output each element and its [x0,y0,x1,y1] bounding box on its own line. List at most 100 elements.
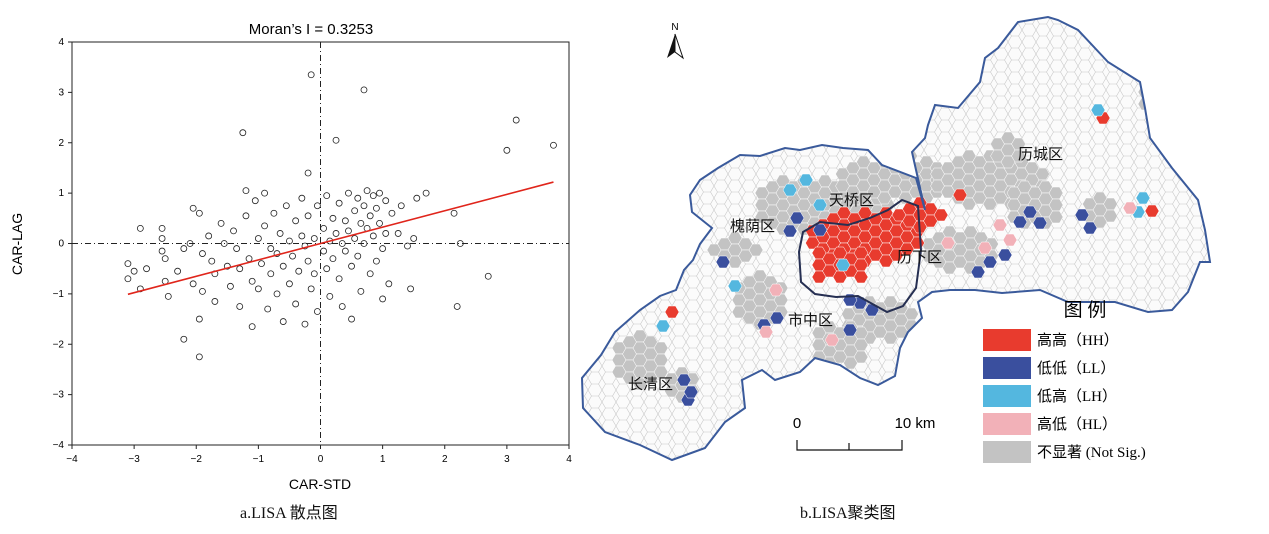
hh-cell [1144,204,1160,218]
ll-cell [1012,215,1028,229]
scatter-point [251,197,259,205]
scatter-point [320,224,328,232]
scatter-point [369,232,377,240]
hl-cell [977,241,993,255]
scatter-point [261,189,268,197]
scatter-point [332,136,340,144]
scatter-point [379,245,387,252]
legend-item-label: 高低（HL） [1037,416,1117,433]
scatter-point [329,255,337,263]
legend-title: 图 例 [1064,299,1107,321]
scatter-point [286,280,293,288]
not-sig-cell [882,137,897,151]
scatter-point [310,235,318,242]
scatter-point [310,270,318,278]
scatter-point [503,146,511,154]
scatter-point [233,245,241,252]
not-sig-cell [892,143,908,157]
scatter-point [208,257,216,265]
hl-cell [824,333,840,347]
hh-cell [952,188,968,202]
scatter-point [236,265,244,273]
chart-title: Moran’s I = 0.3253 [249,21,373,38]
ll-cell [1022,205,1038,219]
scatter-point [242,187,250,195]
scatter-point [484,272,492,280]
scatter-point [124,260,132,268]
not-sig-cell [1011,149,1026,163]
scatter-point [195,209,203,217]
hh-cell [664,305,680,319]
hl-cell [758,325,774,339]
y-tick-label: 0 [58,239,64,250]
scatter-point [164,292,172,300]
x-tick-label: 4 [566,454,572,465]
scatter-point [236,303,244,310]
scatter-point [422,189,430,197]
scatter-point [338,240,346,247]
scatter-point [298,194,306,202]
lh-cell [655,319,671,333]
legend-item-label: 不显著 (Not Sig.) [1037,444,1146,461]
scatter-point [276,230,284,237]
scatter-point [320,247,328,255]
scatter-point [273,290,281,298]
lisa-scatter-plot: Moran’s I = 0.3253 CAR-LAG CAR-STD −4 −3 −… [9,21,572,492]
scatter-point [394,230,402,237]
scale-start: 0 [793,415,801,432]
scatter-point [205,232,213,240]
scatter-point [258,260,265,268]
x-tick-label: −2 [191,454,203,465]
not-sig-cell [898,155,913,169]
scatter-point [180,335,188,343]
ll-cell [997,248,1013,262]
district-label-huaiyin: 槐荫区 [730,218,775,235]
x-tick-label: 3 [504,454,510,465]
north-label: N [671,22,678,33]
lh-cell [727,279,743,293]
caption-a: a.LISA 散点图 [240,505,338,522]
scatter-point [385,280,393,288]
scatter-point [195,353,203,361]
not-sig-cell [1048,210,1064,224]
lh-cell [1135,191,1151,205]
scatter-point [360,240,368,247]
scatter-point [373,204,380,212]
x-tick-label: 2 [442,454,448,465]
scatter-point [379,295,387,303]
scatter-point [189,204,197,212]
legend-item-label: 高高（HH） [1037,332,1119,349]
district-label-shizhong: 市中区 [788,312,833,329]
scatter-point [174,267,182,275]
ll-cell [683,385,699,399]
lh-cell [782,183,798,197]
district-label-tianqiao: 天桥区 [829,192,874,209]
scatter-point [199,250,206,257]
scatter-point [211,298,219,305]
y-tick-label: 1 [58,188,64,199]
x-tick-label: 1 [380,454,386,465]
hl-cell [992,218,1008,232]
scatter-point [332,230,340,237]
not-sig-cell [882,149,897,163]
scatter-point [189,280,197,288]
scatter-point [292,217,300,225]
scatter-point [360,86,368,94]
scatter-point [286,237,293,245]
scatter-point [366,270,374,278]
lh-cell [798,173,814,187]
x-tick-label: 0 [318,454,324,465]
x-tick-label: −4 [66,454,78,465]
y-tick-label: 3 [58,87,64,98]
scatter-point [270,209,278,217]
scatter-point [230,227,237,235]
scatter-point [348,262,355,270]
scatter-point [279,262,287,270]
scatter-point [351,207,359,215]
scatter-point [143,265,150,273]
district-label-licheng: 历城区 [1018,146,1063,163]
scatter-point [180,245,188,252]
scatter-point [295,267,303,275]
hl-cell [940,236,956,250]
caption-b: b.LISA聚类图 [800,505,896,522]
